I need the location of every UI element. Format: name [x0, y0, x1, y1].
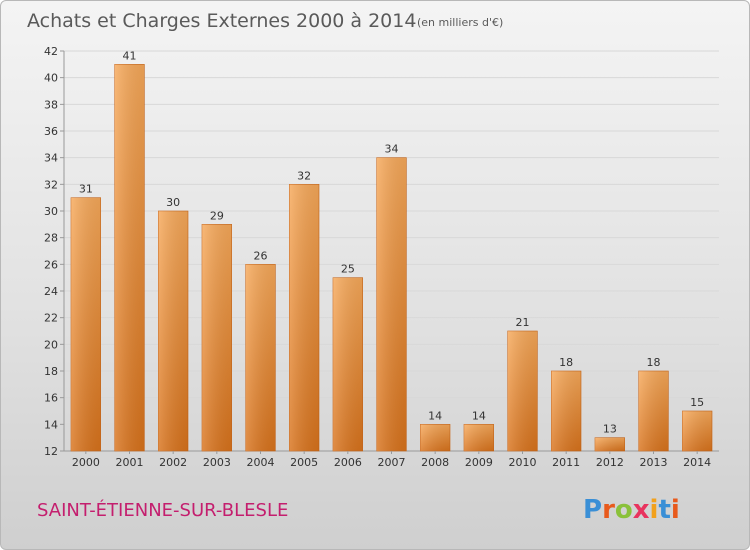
bar-shade: [638, 371, 669, 451]
y-tick-label: 14: [44, 418, 58, 431]
bar-shade: [201, 224, 232, 451]
x-tick-label-2002: 2002: [159, 456, 187, 469]
bar-shade: [420, 424, 451, 451]
bar-shade: [332, 277, 363, 451]
data-label-2005: 32: [297, 169, 311, 182]
data-label-2003: 29: [210, 209, 224, 222]
y-tick-label: 28: [44, 232, 58, 245]
bar-shade: [114, 64, 145, 452]
bar-shade: [507, 331, 538, 451]
data-label-2013: 18: [647, 356, 661, 369]
chart-subtitle: (en milliers d'€): [417, 16, 503, 29]
x-tick-label-2005: 2005: [290, 456, 318, 469]
y-tick-label: 36: [44, 125, 58, 138]
y-tick-label: 16: [44, 392, 58, 405]
x-tick-label-2003: 2003: [203, 456, 231, 469]
x-tick-label-2007: 2007: [378, 456, 406, 469]
data-label-2012: 13: [603, 423, 617, 436]
y-tick-label: 38: [44, 98, 58, 111]
y-tick-label: 42: [44, 45, 58, 58]
y-tick-label: 22: [44, 312, 58, 325]
data-label-2011: 18: [559, 356, 573, 369]
bar-shade: [245, 264, 276, 451]
y-tick-label: 40: [44, 72, 58, 85]
x-tick-label-2006: 2006: [334, 456, 362, 469]
x-axis: 2000 2001 2002 2003 2004 2005 2006 2007 2008 2009…: [72, 451, 711, 469]
data-label-2004: 26: [254, 249, 268, 262]
bar-shade: [70, 197, 101, 451]
x-tick-label-2004: 2004: [247, 456, 275, 469]
y-tick-label: 20: [44, 338, 58, 351]
commune-name: SAINT-ÉTIENNE-SUR-BLESLE: [37, 499, 288, 521]
bar-shade: [158, 211, 189, 451]
logo-letter: r: [602, 495, 615, 525]
x-tick-label-2010: 2010: [509, 456, 537, 469]
y-tick-label: 26: [44, 258, 58, 271]
x-tick-label-2014: 2014: [683, 456, 711, 469]
logo-letter: i: [671, 495, 680, 525]
bar-shade: [289, 184, 320, 452]
bar-shade: [376, 157, 407, 451]
logo-letter: P: [583, 495, 602, 525]
x-tick-label-2012: 2012: [596, 456, 624, 469]
x-tick-label-2000: 2000: [72, 456, 100, 469]
x-tick-label-2001: 2001: [116, 456, 144, 469]
y-tick-label: 24: [44, 285, 58, 298]
bars: 31 41 30 29 26 32 25 34 14 14 21 18 13 18 15: [70, 49, 713, 452]
bar-shade: [463, 424, 494, 451]
data-label-2008: 14: [428, 409, 442, 422]
y-tick-label: 18: [44, 365, 58, 378]
data-label-2010: 21: [516, 316, 530, 329]
data-label-2014: 15: [690, 396, 704, 409]
y-tick-label: 30: [44, 205, 58, 218]
y-tick-label: 32: [44, 178, 58, 191]
data-label-2006: 25: [341, 263, 355, 276]
logo-letter: t: [658, 495, 670, 525]
data-label-2007: 34: [385, 143, 399, 156]
bar-shade: [594, 437, 625, 451]
data-label-2000: 31: [79, 183, 93, 196]
bar-shade: [551, 371, 582, 451]
data-label-2009: 14: [472, 409, 486, 422]
logo-letter: i: [650, 495, 659, 525]
y-tick-label: 12: [44, 445, 58, 458]
x-tick-label-2008: 2008: [421, 456, 449, 469]
x-tick-label-2009: 2009: [465, 456, 493, 469]
logo-letter: x: [633, 495, 650, 525]
bar-shade: [682, 411, 713, 451]
data-label-2001: 41: [123, 49, 137, 62]
data-label-2002: 30: [166, 196, 180, 209]
y-tick-label: 34: [44, 152, 58, 165]
logo-letter: o: [615, 495, 633, 525]
chart-title: Achats et Charges Externes 2000 à 2014: [27, 10, 416, 32]
proxiti-logo: Proxiti: [583, 495, 680, 525]
x-tick-label-2013: 2013: [640, 456, 668, 469]
x-tick-label-2011: 2011: [552, 456, 580, 469]
